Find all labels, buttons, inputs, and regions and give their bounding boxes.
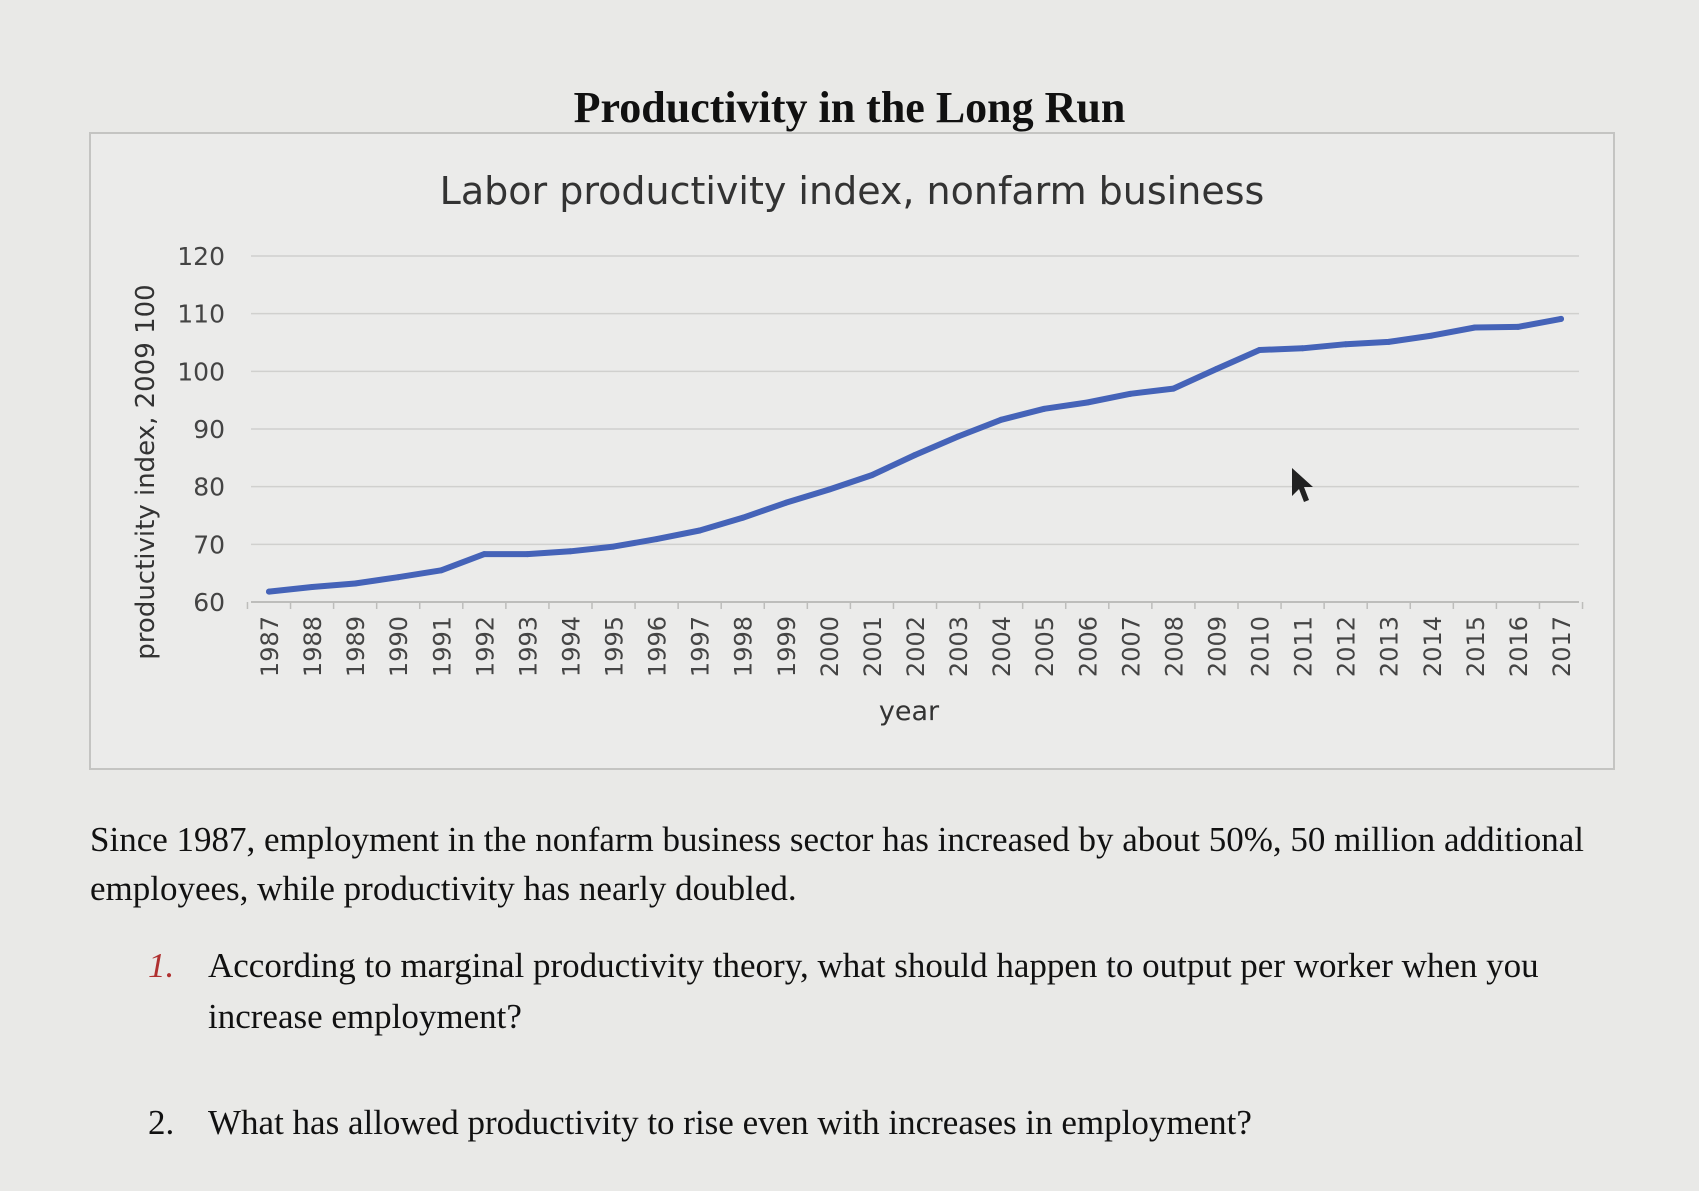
line-chart: Labor productivity index, nonfarm busine…	[131, 169, 1584, 727]
x-tick-label: 2006	[1074, 616, 1102, 677]
x-tick-label: 2000	[816, 616, 844, 677]
mouse-pointer-icon	[1292, 468, 1313, 502]
x-tick-label: 1988	[299, 616, 327, 677]
question-number: 1.	[148, 946, 175, 985]
data-point	[1041, 405, 1048, 412]
data-point	[739, 514, 746, 521]
x-tick-label: 1991	[428, 616, 456, 677]
x-tick-label: 2002	[902, 616, 930, 677]
x-tick-label: 1995	[601, 616, 629, 677]
data-points	[266, 315, 1564, 595]
data-point	[1170, 385, 1177, 392]
x-tick-label: 2010	[1247, 616, 1275, 677]
data-point	[1256, 346, 1263, 353]
data-point	[868, 472, 875, 479]
data-point	[998, 416, 1005, 423]
chart-frame	[89, 132, 1615, 770]
x-tick-label: 1990	[385, 616, 413, 677]
data-point	[309, 584, 316, 591]
data-point	[610, 543, 617, 550]
y-tick-label: 60	[193, 588, 225, 617]
data-point	[1471, 324, 1478, 331]
x-tick-label: 2011	[1290, 616, 1318, 677]
data-point	[1127, 390, 1134, 397]
x-tick-label: 2012	[1333, 616, 1361, 677]
y-tick-label: 100	[177, 357, 225, 386]
x-tick-label: 2017	[1548, 616, 1576, 677]
x-tick-label: 1996	[644, 616, 672, 677]
data-point	[524, 551, 531, 558]
y-tick-label: 70	[193, 530, 225, 559]
x-tick-label: 1994	[557, 616, 585, 677]
data-point	[653, 536, 660, 543]
question-text: According to marginal productivity theor…	[208, 946, 1539, 1036]
x-tick-label: 1989	[342, 616, 370, 677]
question-text: What has allowed productivity to rise ev…	[208, 1103, 1252, 1142]
data-point	[567, 548, 574, 555]
page-title: Productivity in the Long Run	[573, 83, 1126, 132]
data-point	[782, 499, 789, 506]
data-point	[1299, 345, 1306, 352]
data-point	[266, 588, 272, 595]
y-axis-label: productivity index, 2009 100	[131, 284, 161, 659]
x-tick-label: 2015	[1462, 616, 1490, 677]
x-tick-labels: 1987 1988 1989 1990 1991 1992 1993 1994 1995 1996…	[256, 616, 1576, 677]
x-tick-label: 1993	[514, 616, 542, 677]
x-tick-label: 2013	[1376, 616, 1404, 677]
x-tick-label: 1998	[730, 616, 758, 677]
intro-paragraph: Since 1987, employment in the nonfarm bu…	[90, 820, 1585, 908]
data-point	[1428, 332, 1435, 339]
x-tick-label: 1987	[256, 616, 284, 677]
y-tick-label: 120	[177, 242, 225, 271]
data-point	[352, 580, 359, 587]
x-tick-label: 2001	[859, 616, 887, 677]
x-axis-label: year	[879, 696, 940, 727]
x-tick-label: 2003	[945, 616, 973, 677]
x-tick-label: 1999	[773, 616, 801, 677]
x-tick-label: 2004	[988, 616, 1016, 677]
y-tick-label: 110	[177, 300, 225, 329]
gridlines	[246, 255, 1584, 609]
x-tick-label: 2005	[1031, 616, 1059, 677]
data-point	[1213, 366, 1220, 373]
x-tick-label: 2016	[1505, 616, 1533, 677]
x-tick-label: 2014	[1419, 616, 1447, 677]
question-number: 2.	[148, 1103, 175, 1142]
data-point	[1342, 341, 1349, 348]
data-point	[912, 451, 918, 458]
y-tick-labels: 60 70 80 90 100 110 120	[177, 242, 225, 617]
data-point	[1514, 323, 1521, 330]
data-point	[955, 433, 962, 440]
data-point	[825, 486, 832, 493]
data-point	[1385, 338, 1392, 345]
y-tick-label: 80	[193, 473, 225, 502]
x-tick-label: 2007	[1117, 616, 1145, 677]
data-point	[1558, 315, 1564, 322]
y-tick-label: 90	[193, 415, 225, 444]
chart-title: Labor productivity index, nonfarm busine…	[440, 169, 1265, 213]
data-point	[696, 527, 703, 534]
x-tick-label: 2009	[1203, 616, 1231, 677]
x-tick-label: 1992	[471, 616, 499, 677]
x-tick-label: 2008	[1160, 616, 1188, 677]
x-tick-label: 1997	[687, 616, 715, 677]
data-point	[1084, 399, 1091, 406]
data-point	[395, 574, 402, 581]
data-point	[481, 551, 488, 558]
data-point	[438, 567, 445, 574]
